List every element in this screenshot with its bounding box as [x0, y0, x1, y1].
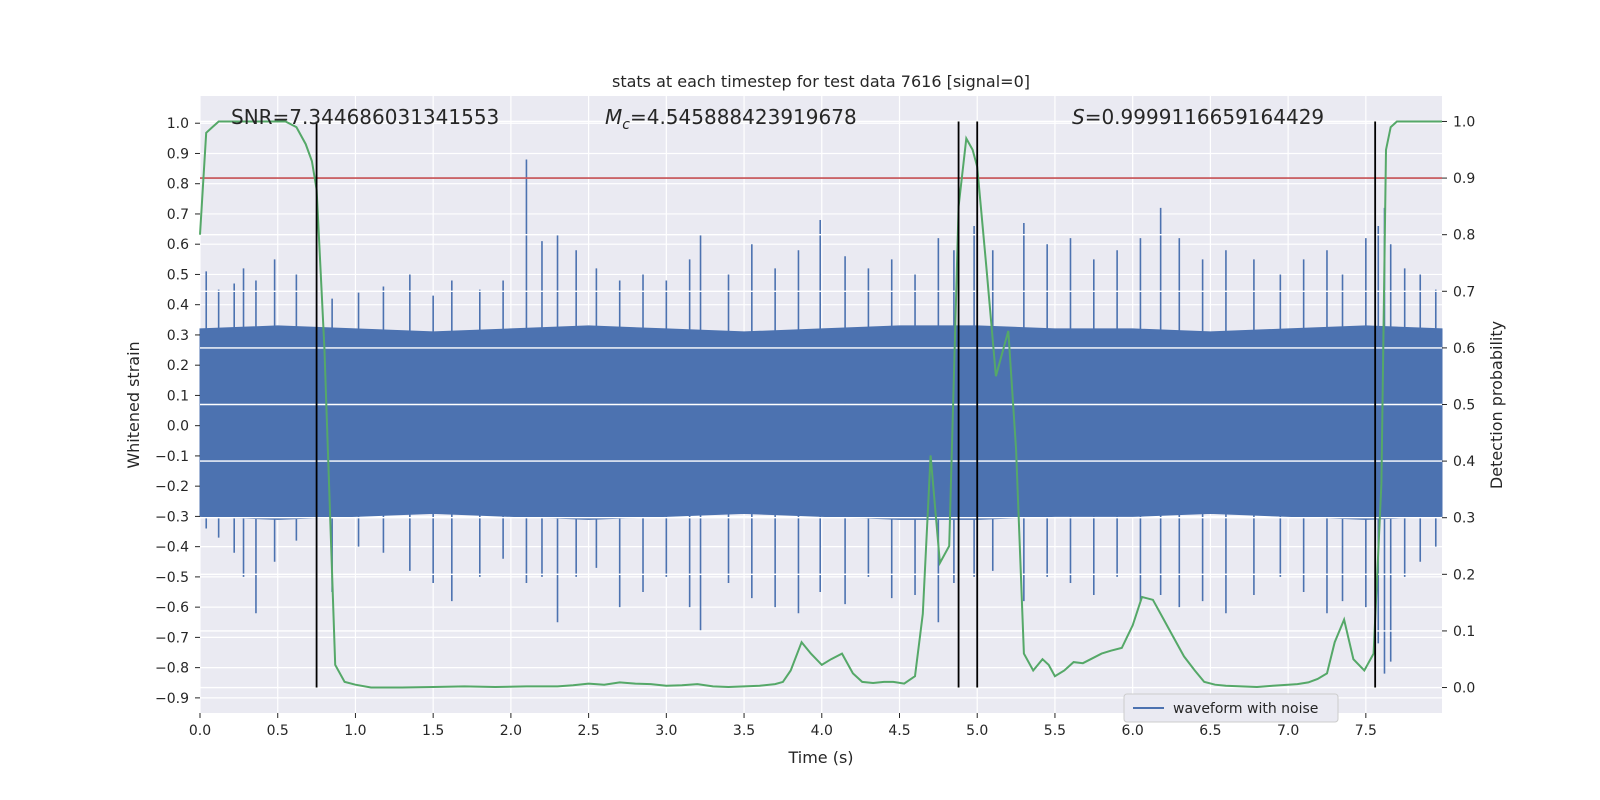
waveform-spikes: [205, 159, 1437, 674]
y-axis-ticks: 1.0 0.9 0.8 0.7 0.6 0.5 0.4 0.3 0.2 0.1 0.0 −0.1 −0.…: [155, 116, 200, 707]
x-tick-label: 3.5: [733, 723, 755, 739]
y-tick-label: 0.2: [167, 358, 189, 374]
y-tick-label: 0.5: [167, 267, 189, 283]
y-tick-label: −0.3: [155, 509, 189, 525]
x-tick-label: 7.0: [1277, 723, 1299, 739]
chirp-mass-symbol: M: [605, 105, 622, 129]
y-tick-label: −0.9: [155, 691, 189, 707]
detection-probability-line: [199, 120, 1442, 689]
y2-tick-label: 0.9: [1453, 171, 1475, 187]
x-tick-label: 6.0: [1122, 723, 1144, 739]
y2-axis-ticks: 1.0 0.9 0.8 0.7 0.6 0.5 0.4 0.3 0.2 0.1 0.0: [1442, 114, 1475, 697]
y-axis-label: Whitened strain: [124, 341, 143, 468]
y-tick-label: −0.8: [155, 661, 189, 677]
y-tick-label: 0.9: [167, 146, 189, 162]
x-tick-label: 6.5: [1199, 723, 1221, 739]
y2-tick-label: 0.2: [1453, 567, 1475, 583]
y-tick-label: 1.0: [167, 116, 189, 132]
event-markers: [315, 121, 1377, 688]
y2-tick-label: 0.1: [1453, 624, 1475, 640]
x-tick-label: 1.0: [344, 723, 366, 739]
x-tick-label: 0.5: [267, 723, 289, 739]
y-tick-label: 0.8: [167, 177, 189, 193]
y-tick-label: 0.6: [167, 237, 189, 253]
legend-label: waveform with noise: [1173, 701, 1318, 717]
x-tick-label: 2.0: [500, 723, 522, 739]
y2-axis-label: Detection probability: [1487, 321, 1506, 489]
y-tick-label: 0.1: [167, 388, 189, 404]
significance-symbol: S: [1072, 105, 1085, 129]
y-tick-label: 0.4: [167, 298, 189, 314]
chirp-mass-annotation: Mc=4.545888423919678: [605, 105, 857, 133]
y-tick-label: −0.5: [155, 570, 189, 586]
x-tick-label: 1.5: [422, 723, 444, 739]
x-tick-label: 4.5: [888, 723, 910, 739]
y-tick-label: −0.6: [155, 600, 189, 616]
x-tick-label: 7.5: [1355, 723, 1377, 739]
y2-tick-label: 1.0: [1453, 114, 1475, 130]
significance-value: =0.9999116659164429: [1085, 105, 1324, 129]
x-tick-label: 3.0: [655, 723, 677, 739]
x-tick-label: 5.0: [966, 723, 988, 739]
x-tick-label: 2.5: [577, 723, 599, 739]
significance-annotation: S=0.9999116659164429: [1072, 105, 1324, 129]
legend-box: [1123, 693, 1339, 723]
y2-tick-label: 0.8: [1453, 228, 1475, 244]
y-tick-label: 0.3: [167, 328, 189, 344]
y2-tick-label: 0.5: [1453, 398, 1475, 414]
y-tick-label: −0.1: [155, 449, 189, 465]
x-axis-label: Time (s): [787, 748, 853, 767]
chart-title: stats at each timestep for test data 761…: [612, 72, 1030, 91]
y2-tick-label: 0.3: [1453, 511, 1475, 527]
legend: waveform with noise: [1123, 693, 1339, 723]
chirp-mass-subscript: c: [622, 117, 630, 133]
x-axis-ticks: 0.0 0.5 1.0 1.5 2.0 2.5 3.0 3.5 4.0 4.5 5.0 5.5 6.0 6…: [189, 713, 1377, 739]
y-tick-label: 0.7: [167, 207, 189, 223]
y-tick-label: −0.4: [155, 540, 189, 556]
y-tick-label: 0.0: [167, 419, 189, 435]
x-tick-label: 0.0: [189, 723, 211, 739]
y2-tick-label: 0.7: [1453, 284, 1475, 300]
y2-tick-label: 0.6: [1453, 341, 1475, 357]
y-tick-label: −0.7: [155, 630, 189, 646]
y-tick-label: −0.2: [155, 479, 189, 495]
x-tick-label: 5.5: [1044, 723, 1066, 739]
chirp-mass-value: =4.545888423919678: [630, 105, 857, 129]
x-tick-label: 4.0: [811, 723, 833, 739]
y2-tick-label: 0.0: [1453, 681, 1475, 697]
y2-tick-label: 0.4: [1453, 454, 1475, 470]
snr-annotation: SNR=7.344686031341553: [231, 105, 499, 129]
probability-series: [199, 120, 1442, 689]
